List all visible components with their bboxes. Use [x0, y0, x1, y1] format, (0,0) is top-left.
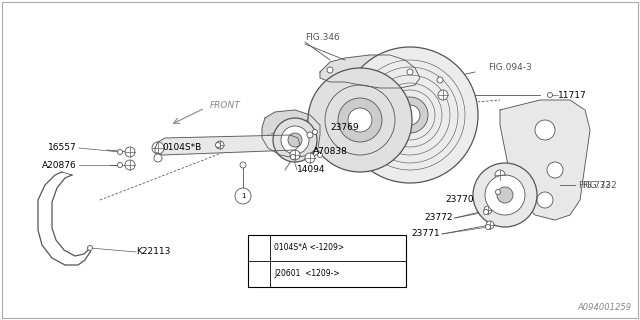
Circle shape: [317, 153, 323, 157]
Text: FRONT: FRONT: [210, 101, 241, 110]
Text: 23769: 23769: [330, 124, 358, 132]
Circle shape: [407, 69, 413, 75]
Text: FIG.732: FIG.732: [578, 180, 611, 189]
Circle shape: [495, 189, 500, 195]
Circle shape: [486, 225, 490, 229]
Polygon shape: [320, 55, 420, 88]
Text: 1: 1: [241, 193, 245, 199]
Text: 14094: 14094: [297, 165, 326, 174]
Text: 1: 1: [257, 271, 261, 277]
Circle shape: [438, 90, 448, 100]
Polygon shape: [155, 135, 300, 155]
Text: FIG.732: FIG.732: [582, 180, 617, 189]
Circle shape: [547, 92, 552, 98]
Text: 23771: 23771: [412, 229, 440, 238]
Circle shape: [312, 130, 317, 134]
Circle shape: [154, 154, 162, 162]
Circle shape: [392, 97, 428, 133]
Circle shape: [240, 162, 246, 168]
Circle shape: [305, 153, 315, 163]
Circle shape: [235, 188, 251, 204]
Circle shape: [281, 126, 309, 154]
Circle shape: [473, 163, 537, 227]
Text: 1: 1: [257, 245, 261, 251]
Text: 23770: 23770: [445, 196, 474, 204]
Circle shape: [327, 67, 333, 73]
Circle shape: [495, 170, 505, 180]
Circle shape: [400, 105, 420, 125]
Circle shape: [308, 68, 412, 172]
Circle shape: [291, 155, 296, 159]
Text: FIG.094-3: FIG.094-3: [488, 63, 532, 73]
Circle shape: [118, 149, 122, 155]
Text: J20601  <1209->: J20601 <1209->: [274, 269, 340, 278]
Circle shape: [307, 132, 313, 138]
Circle shape: [125, 147, 135, 157]
Circle shape: [535, 120, 555, 140]
Circle shape: [152, 142, 164, 154]
Circle shape: [118, 163, 122, 167]
Circle shape: [483, 210, 488, 214]
Circle shape: [288, 133, 302, 147]
Text: 16557: 16557: [48, 143, 77, 153]
Circle shape: [216, 142, 221, 148]
Circle shape: [348, 108, 372, 132]
Circle shape: [486, 221, 494, 229]
Text: 0104S*B: 0104S*B: [163, 143, 202, 153]
Text: A094001259: A094001259: [578, 303, 632, 312]
Circle shape: [537, 192, 553, 208]
Circle shape: [290, 150, 300, 160]
Circle shape: [252, 267, 266, 281]
Circle shape: [216, 141, 224, 149]
Bar: [248, 235, 406, 287]
Text: 0104S*A <-1209>: 0104S*A <-1209>: [274, 244, 344, 252]
Text: FIG.346: FIG.346: [305, 34, 340, 43]
Circle shape: [125, 160, 135, 170]
Text: A20876: A20876: [42, 161, 77, 170]
Circle shape: [338, 98, 382, 142]
Polygon shape: [500, 100, 590, 220]
Text: A70838: A70838: [313, 148, 348, 156]
Circle shape: [547, 162, 563, 178]
Circle shape: [88, 245, 93, 251]
Circle shape: [497, 187, 513, 203]
Text: 23772: 23772: [424, 213, 453, 222]
Polygon shape: [262, 110, 320, 158]
Circle shape: [252, 241, 266, 255]
Circle shape: [342, 47, 478, 183]
Circle shape: [437, 77, 443, 83]
Circle shape: [484, 206, 492, 214]
Text: K22113: K22113: [136, 247, 170, 257]
Circle shape: [485, 175, 525, 215]
Text: 11717: 11717: [558, 91, 587, 100]
Circle shape: [273, 118, 317, 162]
